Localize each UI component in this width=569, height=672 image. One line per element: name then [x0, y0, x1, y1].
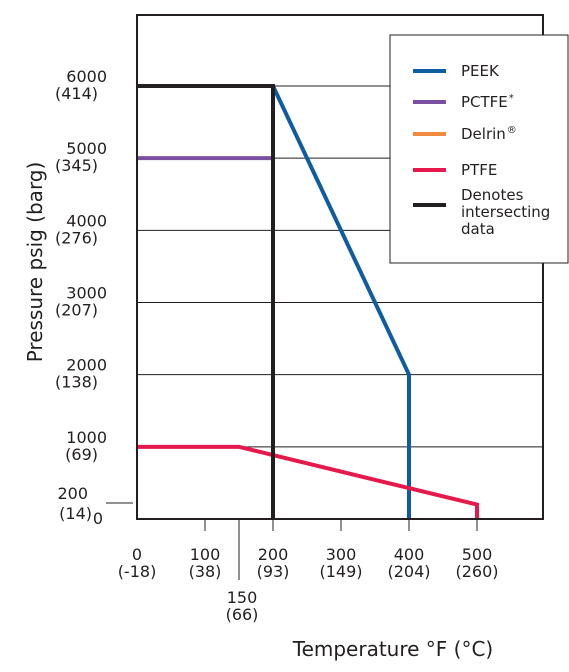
y-tick-sublabel: (138) — [55, 373, 98, 392]
legend-label: PEEK — [461, 62, 500, 80]
x-tick-label: 0 — [132, 545, 142, 564]
series-line-peek — [271, 85, 411, 519]
series-layer — [137, 84, 479, 519]
x-tick-label: 100 — [190, 545, 221, 564]
legend-label: PCTFE* — [461, 93, 514, 111]
x-tick-label: 500 — [462, 545, 493, 564]
x-tick-label: 200 — [258, 545, 289, 564]
y-tick-sublabel: (276) — [55, 228, 98, 247]
y-tick-sublabel: (14) — [59, 504, 92, 523]
y-axis-title: Pressure psig (barg) — [23, 162, 47, 363]
legend-label: data — [461, 220, 495, 238]
x-tick-sublabel: (93) — [257, 562, 290, 581]
y-tick-label: 3000 — [66, 284, 107, 303]
y-tick-label: 4000 — [66, 211, 107, 230]
y-tick-label: 0 — [93, 509, 103, 528]
series-line-denotes-intersecting-data — [137, 84, 275, 519]
x-tick-label: 400 — [394, 545, 425, 564]
y-tick-sublabel: (345) — [55, 156, 98, 175]
y-tick-label: 200 — [57, 484, 88, 503]
legend-label: intersecting — [461, 203, 550, 221]
y-tick-sublabel: (69) — [65, 445, 98, 464]
x-axis-title: Temperature °F (°C) — [292, 637, 493, 661]
y-tick-sublabel: (207) — [55, 301, 98, 320]
legend-label: Denotes — [461, 186, 524, 204]
y-tick-label: 1000 — [66, 428, 107, 447]
tick-layer: 0200(14)1000(69)2000(138)3000(207)4000(2… — [55, 67, 499, 624]
x-tick-sublabel: (66) — [226, 605, 259, 624]
legend-label: PTFE — [461, 161, 497, 179]
x-tick-sublabel: (149) — [319, 562, 362, 581]
series-line-ptfe — [137, 444, 479, 519]
x-tick-sublabel: (204) — [387, 562, 430, 581]
y-tick-sublabel: (414) — [55, 84, 98, 103]
x-tick-sublabel: (260) — [455, 562, 498, 581]
x-tick-sublabel: (-18) — [118, 562, 157, 581]
y-tick-label: 6000 — [66, 67, 107, 86]
y-tick-label: 5000 — [66, 139, 107, 158]
x-tick-label: 300 — [326, 545, 357, 564]
x-tick-sublabel: (38) — [189, 562, 222, 581]
legend-label: Delrin® — [461, 125, 517, 143]
x-tick-label: 150 — [227, 588, 258, 607]
y-tick-label: 2000 — [66, 356, 107, 375]
legend: PEEK PCTFE* Delrin® PTFE Denotesintersecting… — [389, 34, 569, 264]
plot-frame — [136, 14, 544, 520]
